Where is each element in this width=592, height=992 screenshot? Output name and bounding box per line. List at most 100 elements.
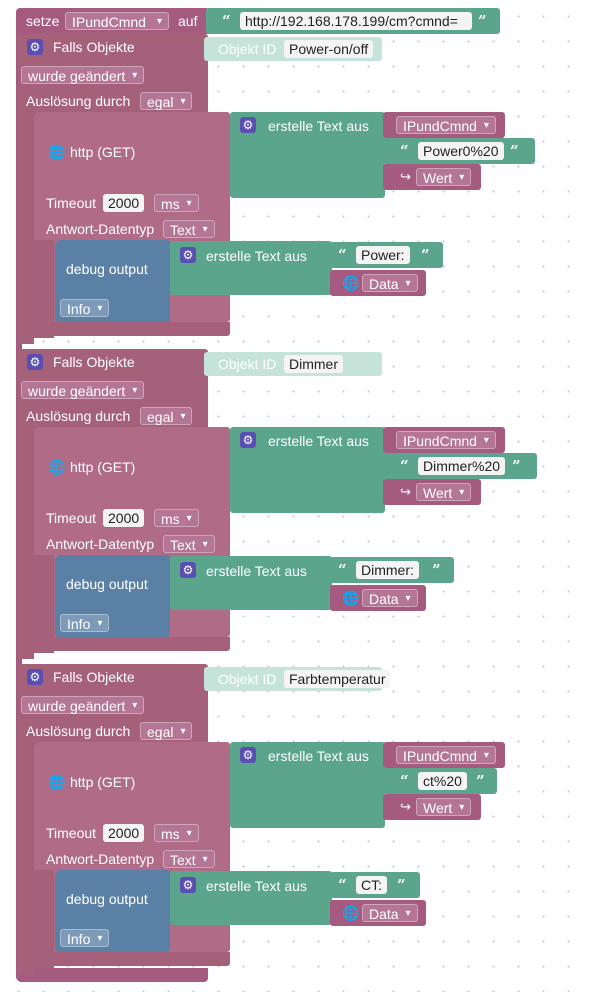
variable-dropdown[interactable]: IPundCmnd (396, 116, 496, 135)
level-dropdown[interactable]: Info (60, 929, 110, 948)
wurde-dropdown[interactable]: wurde geändert (21, 696, 145, 715)
quote-open-icon: “ (338, 876, 347, 894)
gear-icon[interactable]: ⚙ (240, 432, 256, 448)
wert-dropdown[interactable]: Wert (416, 798, 472, 817)
timeout-field[interactable]: 2000 (103, 824, 145, 842)
gear-icon[interactable]: ⚙ (180, 562, 196, 578)
timeout-label: Timeout (46, 825, 97, 841)
wurde-dropdown[interactable]: wurde geändert (21, 66, 145, 85)
antwort-dropdown[interactable]: Text (163, 850, 215, 869)
trigger-bottom (18, 637, 230, 651)
level-dropdown[interactable]: Info (60, 299, 110, 318)
antwort-dropdown[interactable]: Text (163, 220, 215, 239)
gear-icon[interactable]: ⚙ (27, 39, 43, 55)
trigger-body (18, 429, 34, 659)
data-dropdown[interactable]: Data (362, 274, 418, 293)
quote-close-icon: ” (512, 457, 521, 475)
ms-dropdown[interactable]: ms (154, 824, 199, 843)
gear-icon[interactable]: ⚙ (180, 877, 196, 893)
gear-icon[interactable]: ⚙ (240, 747, 256, 763)
falls-objekte-label: Falls Objekte (53, 669, 135, 685)
quote-close-icon: ” (476, 772, 485, 790)
variable-dropdown[interactable]: IPundCmnd (65, 12, 169, 31)
trigger-body (18, 114, 34, 344)
data-dropdown[interactable]: Data (362, 904, 418, 923)
globe-icon: 🌐 (342, 590, 360, 606)
erstelle-label: erstelle Text aus (206, 563, 307, 579)
globe-icon: 🌐 (48, 144, 66, 160)
ausloesung-dropdown[interactable]: egal (140, 722, 193, 741)
set-block-bottom (16, 968, 208, 982)
http-inner-body (34, 870, 54, 968)
gear-icon[interactable]: ⚙ (240, 117, 256, 133)
globe-icon: 🌐 (342, 905, 360, 921)
prefix-field[interactable]: Dimmer: (356, 561, 419, 579)
wert-dropdown[interactable]: Wert (416, 168, 472, 187)
debug-label: debug output (66, 576, 148, 592)
ausloesung-dropdown[interactable]: egal (140, 92, 193, 111)
globe-icon: 🌐 (48, 774, 66, 790)
timeout-label: Timeout (46, 195, 97, 211)
create-text-block[interactable] (170, 556, 332, 610)
http-label: http (GET) (70, 459, 136, 475)
gear-icon[interactable]: ⚙ (27, 669, 43, 685)
quote-close-icon: ” (510, 142, 519, 160)
ms-dropdown[interactable]: ms (154, 194, 199, 213)
ausloesung-label: Auslösung durch (26, 408, 131, 424)
timeout-label: Timeout (46, 510, 97, 526)
variable-dropdown[interactable]: IPundCmnd (396, 431, 496, 450)
return-arrow-icon: ↪ (400, 484, 411, 499)
url-field[interactable]: http://192.168.178.199/cm?cmnd= (240, 12, 472, 30)
antwort-label: Antwort-Datentyp (46, 536, 155, 552)
http-inner-body (34, 240, 54, 338)
create-text-block[interactable] (170, 241, 332, 295)
globe-icon: 🌐 (48, 459, 66, 475)
objekt-id-label: Objekt ID (218, 356, 277, 372)
command-field[interactable]: ct%20 (418, 772, 467, 790)
antwort-label: Antwort-Datentyp (46, 221, 155, 237)
ausloesung-label: Auslösung durch (26, 93, 131, 109)
ausloesung-dropdown[interactable]: egal (140, 407, 193, 426)
command-field[interactable]: Power0%20 (418, 142, 504, 160)
globe-icon: 🌐 (342, 275, 360, 291)
objekt-id-field[interactable]: Power-on/off (284, 40, 374, 58)
trigger-bottom (18, 322, 230, 336)
setze-label: setze (26, 13, 60, 29)
erstelle-label: erstelle Text aus (268, 748, 369, 764)
http-inner-body (34, 555, 54, 653)
ausloesung-label: Auslösung durch (26, 723, 131, 739)
objekt-id-label: Objekt ID (218, 671, 277, 687)
gear-icon[interactable]: ⚙ (180, 247, 196, 263)
quote-close-icon: ” (421, 246, 430, 264)
ms-dropdown[interactable]: ms (154, 509, 199, 528)
http-label: http (GET) (70, 144, 136, 160)
timeout-field[interactable]: 2000 (103, 194, 145, 212)
quote-open-icon: “ (222, 12, 231, 30)
trigger-body (18, 744, 34, 974)
erstelle-label: erstelle Text aus (206, 878, 307, 894)
variable-dropdown[interactable]: IPundCmnd (396, 746, 496, 765)
objekt-id-field[interactable]: Dimmer (284, 355, 343, 373)
level-dropdown[interactable]: Info (60, 614, 110, 633)
antwort-dropdown[interactable]: Text (163, 535, 215, 554)
objekt-id-field[interactable]: Farbtemperatur (284, 670, 391, 688)
erstelle-label: erstelle Text aus (268, 433, 369, 449)
prefix-field[interactable]: CT: (356, 876, 387, 894)
quote-open-icon: “ (400, 772, 409, 790)
return-arrow-icon: ↪ (400, 169, 411, 184)
debug-label: debug output (66, 261, 148, 277)
timeout-field[interactable]: 2000 (103, 509, 145, 527)
wurde-dropdown[interactable]: wurde geändert (21, 381, 145, 400)
http-label: http (GET) (70, 774, 136, 790)
objekt-id-label: Objekt ID (218, 41, 277, 57)
data-dropdown[interactable]: Data (362, 589, 418, 608)
antwort-label: Antwort-Datentyp (46, 851, 155, 867)
gear-icon[interactable]: ⚙ (27, 354, 43, 370)
create-text-block[interactable] (170, 871, 332, 925)
command-field[interactable]: Dimmer%20 (418, 457, 506, 475)
erstelle-label: erstelle Text aus (268, 118, 369, 134)
wert-dropdown[interactable]: Wert (416, 483, 472, 502)
debug-label: debug output (66, 891, 148, 907)
falls-objekte-label: Falls Objekte (53, 39, 135, 55)
prefix-field[interactable]: Power: (356, 246, 410, 264)
